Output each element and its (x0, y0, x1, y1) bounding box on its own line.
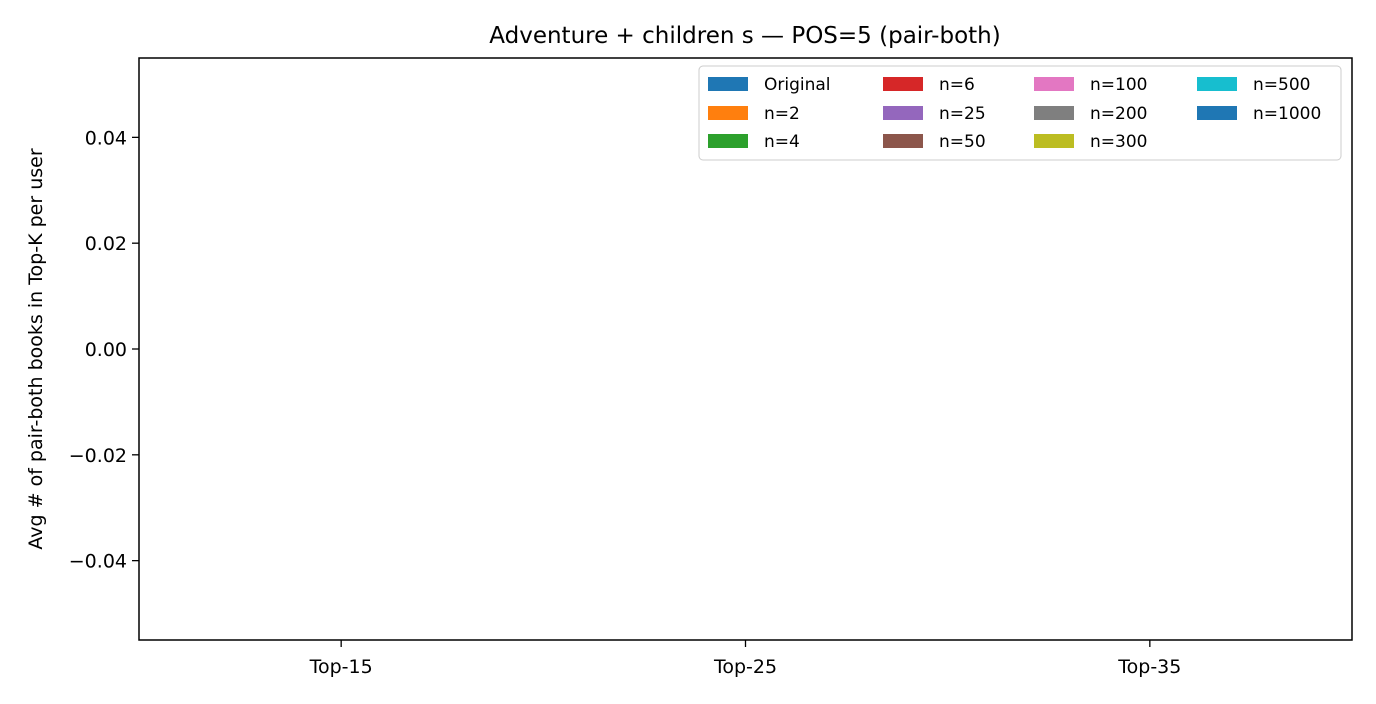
x-tick-label: Top-25 (713, 656, 777, 678)
legend-label: n=1000 (1253, 104, 1321, 124)
y-tick-label: −0.02 (69, 445, 127, 467)
legend-swatch (1034, 77, 1074, 91)
legend-swatch (1197, 77, 1237, 91)
legend-label: n=2 (764, 104, 800, 124)
legend-swatch (708, 77, 748, 91)
x-tick-label: Top-35 (1117, 656, 1181, 678)
x-axis: Top-15 Top-25 Top-35 (309, 640, 1181, 678)
axes-frame (138, 57, 1353, 641)
legend-label: n=500 (1253, 75, 1310, 95)
x-tick-label: Top-15 (309, 656, 373, 678)
legend-label: n=100 (1090, 75, 1147, 95)
y-tick-label: −0.04 (69, 551, 127, 573)
legend-swatch (1034, 134, 1074, 148)
y-axis-label: Avg # of pair-both books in Top-K per us… (25, 148, 47, 549)
legend: Original n=2 n=4 n=6 n=25 n=50 n=100 n=200 n=300… (698, 65, 1342, 161)
chart-title: Adventure + children s — POS=5 (pair-bot… (489, 23, 1000, 49)
y-tick-label: 0.04 (85, 127, 127, 149)
legend-swatch (883, 134, 923, 148)
legend-label: n=4 (764, 132, 800, 152)
legend-label: n=25 (939, 104, 986, 124)
legend-swatch (883, 106, 923, 120)
legend-label: n=6 (939, 75, 975, 95)
y-axis: −0.04 −0.02 0.00 0.02 0.04 (69, 127, 139, 573)
legend-swatch (883, 77, 923, 91)
legend-label: n=200 (1090, 104, 1147, 124)
y-tick-label: 0.00 (85, 339, 127, 361)
legend-swatch (708, 134, 748, 148)
legend-label: n=50 (939, 132, 986, 152)
legend-label: n=300 (1090, 132, 1147, 152)
legend-swatch (1034, 106, 1074, 120)
legend-box (698, 65, 1342, 161)
y-tick-label: 0.02 (85, 233, 127, 255)
legend-label: Original (764, 75, 831, 95)
legend-swatch (1197, 106, 1237, 120)
legend-swatch (708, 106, 748, 120)
